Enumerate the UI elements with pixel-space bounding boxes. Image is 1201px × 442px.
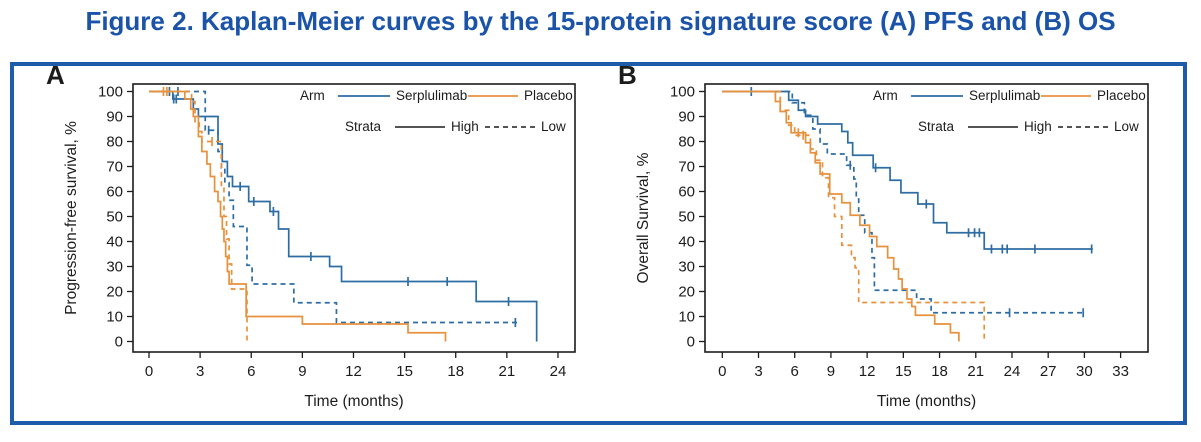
x-tick-label: 0 — [718, 363, 726, 380]
x-tick-label: 6 — [247, 363, 255, 380]
y-tick-label: 80 — [678, 134, 695, 151]
km-curve-serplulimab-high — [722, 90, 1093, 250]
y-tick-label: 80 — [106, 134, 123, 151]
y-tick-label: 50 — [678, 209, 695, 226]
legend-serplulimab-label: Serplulimab — [969, 88, 1040, 103]
y-tick-label: 10 — [106, 309, 123, 326]
y-tick-label: 50 — [106, 209, 123, 226]
x-tick-label: 6 — [791, 363, 799, 380]
x-tick-label: 18 — [447, 363, 464, 380]
legend: Arm Serplulimab Placebo Strata High Low — [300, 88, 573, 134]
legend-arm-label: Arm — [873, 88, 898, 103]
y-tick-label: 30 — [106, 259, 123, 276]
y-tick-label: 60 — [106, 184, 123, 201]
legend-high-label: High — [1024, 119, 1052, 134]
x-tick-label: 12 — [345, 363, 362, 380]
x-tick-label: 33 — [1112, 363, 1129, 380]
y-tick-label: 90 — [106, 109, 123, 126]
y-tick-label: 0 — [687, 334, 695, 351]
km-curve-placebo-high — [722, 90, 960, 342]
km-curve-serplulimab-high — [149, 90, 538, 342]
y-axis-title: Progression-free survival, % — [63, 121, 80, 315]
y-tick-label: 20 — [678, 284, 695, 301]
x-tick-label: 24 — [1004, 363, 1021, 380]
figure-title: Figure 2. Kaplan-Meier curves by the 15-… — [85, 6, 1116, 36]
x-tick-label: 0 — [145, 363, 153, 380]
y-tick-label: 70 — [678, 159, 695, 176]
legend-high-label: High — [451, 119, 479, 134]
legend-low-label: Low — [1114, 119, 1139, 134]
km-curve-placebo-low — [722, 90, 986, 342]
x-tick-label: 3 — [754, 363, 762, 380]
panel-A: A 0 10 20 30 40 50 60 70 80 90 100 0 3 6 9 12 15 18 21 24 Tim… — [46, 60, 576, 410]
legend-arm-label: Arm — [300, 88, 325, 103]
x-tick-label: 15 — [396, 363, 413, 380]
x-tick-label: 18 — [931, 363, 948, 380]
y-tick-label: 100 — [98, 84, 123, 101]
km-curve-placebo-high — [149, 90, 447, 342]
x-tick-label: 24 — [550, 363, 567, 380]
x-tick-label: 15 — [895, 363, 912, 380]
panel-label: B — [618, 60, 637, 90]
y-axis-title: Overall Survival, % — [635, 152, 652, 283]
x-tick-label: 21 — [498, 363, 515, 380]
y-tick-label: 0 — [115, 334, 123, 351]
x-tick-label: 30 — [1076, 363, 1093, 380]
plot-frame — [704, 83, 1149, 353]
y-tick-label: 90 — [678, 109, 695, 126]
y-tick-label: 60 — [678, 184, 695, 201]
y-tick-label: 20 — [106, 284, 123, 301]
legend-placebo-label: Placebo — [524, 88, 573, 103]
y-tick-label: 70 — [106, 159, 123, 176]
legend-serplulimab-label: Serplulimab — [396, 88, 467, 103]
legend-strata-label: Strata — [345, 119, 382, 134]
x-tick-label: 21 — [967, 363, 984, 380]
y-tick-label: 40 — [106, 234, 123, 251]
km-curve-serplulimab-low — [722, 90, 1086, 314]
y-tick-label: 10 — [678, 309, 695, 326]
legend: Arm Serplulimab Placebo Strata High Low — [873, 88, 1146, 134]
legend-low-label: Low — [541, 119, 566, 134]
panel-label: A — [46, 60, 65, 90]
y-tick-label: 40 — [678, 234, 695, 251]
x-axis-title: Time (months) — [877, 393, 976, 410]
x-axis-title: Time (months) — [304, 393, 403, 410]
x-tick-label: 3 — [196, 363, 204, 380]
legend-strata-label: Strata — [918, 119, 955, 134]
legend-placebo-label: Placebo — [1097, 88, 1146, 103]
panel-B: B 0 10 20 30 40 50 60 70 80 90 100 0 3 6 9 12 15 18 21 24 27 3… — [618, 60, 1149, 410]
y-tick-label: 30 — [678, 259, 695, 276]
x-tick-label: 9 — [298, 363, 306, 380]
y-tick-label: 100 — [670, 84, 695, 101]
km-curve-placebo-low — [149, 90, 248, 342]
x-tick-label: 9 — [827, 363, 835, 380]
x-tick-label: 12 — [859, 363, 876, 380]
figure-border-box — [10, 62, 1187, 425]
x-tick-label: 27 — [1040, 363, 1057, 380]
